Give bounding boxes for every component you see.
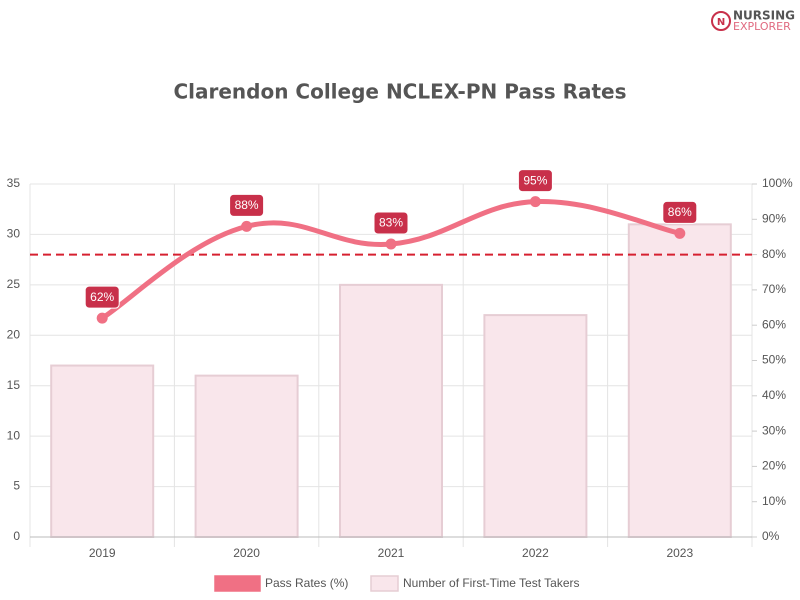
data-label-box bbox=[229, 193, 265, 217]
y-tick-label: 30 bbox=[7, 227, 21, 241]
x-tick-label: 2021 bbox=[378, 546, 405, 560]
data-label-box bbox=[662, 200, 698, 224]
point bbox=[385, 238, 397, 250]
data-label: 88% bbox=[235, 198, 259, 212]
x-tick-label: 2022 bbox=[522, 546, 549, 560]
y-tick-label: 35 bbox=[7, 176, 21, 190]
legend-label: Number of First-Time Test Takers bbox=[403, 576, 579, 590]
bar bbox=[627, 223, 732, 538]
legend-label: Pass Rates (%) bbox=[265, 576, 348, 590]
bar bbox=[483, 314, 588, 538]
logo-text: EXPLORER bbox=[733, 20, 791, 33]
y-tick-label: 10 bbox=[7, 428, 21, 442]
bar bbox=[339, 283, 443, 538]
lines: 62% 88% 83% 95% 86% bbox=[84, 169, 698, 324]
y2-tick-label: 40% bbox=[762, 388, 786, 402]
point bbox=[674, 227, 686, 239]
y-tick-label: 25 bbox=[7, 277, 21, 291]
y-tick-label: 20 bbox=[7, 327, 21, 341]
y2-tick-label: 0% bbox=[762, 529, 780, 543]
chart-title: Clarendon College NCLEX-PN Pass Rates bbox=[173, 80, 626, 104]
y2-tick-label: 50% bbox=[762, 353, 786, 367]
x-tick-label: 2019 bbox=[89, 546, 116, 560]
y2-tick-label: 90% bbox=[762, 211, 786, 225]
logo-text: NURSING bbox=[733, 9, 795, 23]
data-label-box bbox=[84, 285, 120, 309]
point bbox=[529, 196, 541, 208]
x-tick-label: 2020 bbox=[233, 546, 260, 560]
point bbox=[96, 312, 108, 324]
logo: N NURSING EXPLORER bbox=[711, 9, 795, 33]
logo-icon bbox=[711, 11, 731, 31]
logo-mark: N bbox=[717, 17, 725, 28]
axes bbox=[30, 183, 757, 538]
y2-tick-label: 10% bbox=[762, 494, 786, 508]
y2-tick-label: 100% bbox=[762, 176, 793, 190]
legend-swatch bbox=[214, 575, 261, 592]
data-label-box bbox=[517, 169, 553, 193]
y-tick-label: 15 bbox=[7, 378, 21, 392]
legend-swatch bbox=[370, 575, 399, 592]
data-label: 62% bbox=[90, 290, 114, 304]
y2-tick-label: 70% bbox=[762, 282, 786, 296]
y-tick-label: 5 bbox=[13, 479, 20, 493]
y2-tick-label: 80% bbox=[762, 247, 786, 261]
y2-tick-label: 60% bbox=[762, 317, 786, 331]
bar bbox=[50, 364, 155, 538]
bar bbox=[194, 374, 299, 538]
data-label: 83% bbox=[379, 216, 403, 230]
y-tick-label: 0 bbox=[13, 529, 20, 543]
y2-tick-label: 30% bbox=[762, 423, 786, 437]
point bbox=[241, 220, 253, 232]
data-label-box bbox=[373, 211, 409, 235]
data-label: 95% bbox=[523, 173, 547, 187]
x-tick-label: 2023 bbox=[666, 546, 693, 560]
y2-tick-label: 20% bbox=[762, 459, 786, 473]
bars bbox=[50, 223, 732, 538]
data-label: 86% bbox=[668, 205, 692, 219]
